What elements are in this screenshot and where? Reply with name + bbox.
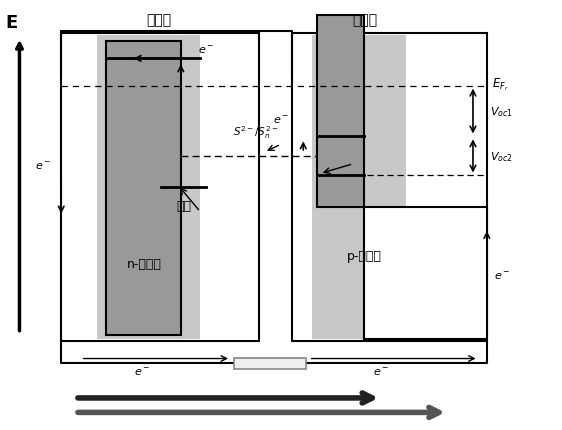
Text: p-量子点: p-量子点 — [347, 249, 382, 262]
Bar — [365, 207, 487, 340]
Text: $V_{oc2}$: $V_{oc2}$ — [490, 150, 513, 163]
Text: $e^-$: $e^-$ — [197, 45, 214, 56]
Text: 光阳极: 光阳极 — [146, 13, 171, 27]
Text: E: E — [5, 14, 17, 32]
Bar — [292, 34, 487, 341]
Text: $V_{oc1}$: $V_{oc1}$ — [490, 105, 513, 119]
Text: $e^-$: $e^-$ — [273, 114, 289, 126]
Text: $e^-$: $e^-$ — [35, 161, 51, 172]
Text: $e^-$: $e^-$ — [134, 366, 150, 378]
Bar — [61, 34, 259, 341]
Bar — [311, 36, 406, 340]
Text: $E_{F_r}$: $E_{F_r}$ — [492, 76, 509, 93]
Text: $e^-$: $e^-$ — [373, 366, 389, 378]
Bar — [317, 16, 365, 207]
Bar — [234, 358, 306, 369]
Text: 光阴极: 光阴极 — [352, 13, 377, 27]
Bar — [97, 36, 200, 340]
Text: $e^-$: $e^-$ — [493, 270, 510, 281]
Text: $S^{2-}/S_n^{2-}$: $S^{2-}/S_n^{2-}$ — [233, 124, 279, 141]
Text: 染料: 染料 — [176, 200, 191, 212]
Text: n-半导体: n-半导体 — [127, 257, 162, 270]
Bar — [106, 42, 181, 336]
